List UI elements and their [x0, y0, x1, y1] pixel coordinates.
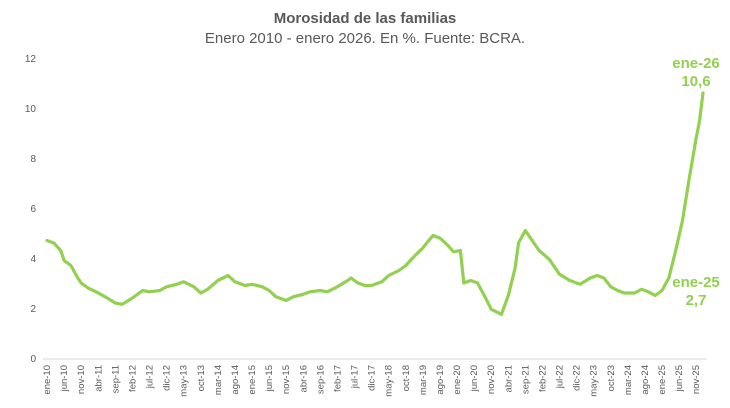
x-tick-label: nov-20	[486, 365, 497, 394]
x-tick-label: jun-25	[674, 365, 685, 392]
x-tick-label: may-13	[179, 365, 190, 397]
annotation-end-label: ene-26	[672, 55, 720, 72]
x-tick-label: dic-12	[162, 365, 173, 391]
y-tick-label: 0	[30, 354, 36, 365]
annotation-start-value: 2,7	[686, 292, 707, 309]
x-tick-label: mar-24	[623, 365, 634, 395]
y-tick-label: 4	[30, 254, 36, 265]
x-tick-label: jul-17	[350, 365, 361, 389]
annotation-start-label: ene-25	[672, 274, 720, 291]
x-axis: ene-10 jun-10 nov-10 abr-11 sep-11 feb-12 jul-…	[42, 365, 702, 397]
x-tick-label: ago-19	[435, 365, 446, 395]
x-tick-label: nov-10	[76, 365, 87, 394]
x-tick-label: ene-15	[247, 365, 258, 395]
x-tick-label: ene-10	[42, 365, 53, 395]
x-tick-label: jun-15	[264, 365, 275, 392]
y-tick-label: 6	[30, 204, 36, 215]
x-tick-label: ago-14	[230, 365, 241, 395]
y-tick-label: 10	[25, 104, 37, 115]
x-tick-label: mar-19	[418, 365, 429, 395]
x-tick-label: abr-11	[93, 365, 104, 392]
x-tick-label: jul-12	[145, 365, 156, 389]
x-tick-label: feb-17	[332, 365, 343, 392]
x-tick-label: abr-21	[503, 365, 514, 392]
x-tick-label: may-23	[589, 365, 600, 397]
y-axis: 0 2 4 6 8 10 12	[25, 54, 37, 365]
x-tick-label: may-18	[384, 365, 395, 397]
annotations: ene-26 10,6 ene-25 2,7	[672, 55, 720, 309]
x-tick-label: feb-22	[537, 365, 548, 392]
x-tick-label: abr-16	[298, 365, 309, 392]
x-tick-label: sep-11	[110, 365, 121, 393]
chart-title: Morosidad de las familias	[273, 10, 457, 27]
x-tick-label: jul-22	[555, 365, 566, 389]
series-line	[45, 91, 705, 316]
y-tick-label: 2	[30, 304, 36, 315]
x-tick-label: mar-14	[213, 365, 224, 395]
x-tick-label: ago-24	[640, 365, 651, 395]
x-tick-label: oct-13	[196, 365, 207, 391]
y-tick-label: 8	[30, 154, 36, 165]
x-tick-label: oct-18	[401, 365, 412, 391]
y-tick-label: 12	[25, 54, 37, 65]
x-tick-label: sep-21	[520, 365, 531, 394]
x-tick-label: nov-15	[281, 365, 292, 394]
x-tick-label: nov-25	[691, 365, 702, 394]
x-tick-label: dic-22	[572, 365, 583, 391]
x-tick-label: dic-17	[367, 365, 378, 391]
chart-subtitle: Enero 2010 - enero 2026. En %. Fuente: B…	[204, 30, 526, 47]
x-tick-label: jun-20	[469, 365, 480, 392]
annotation-end-value: 10,6	[681, 73, 710, 90]
x-tick-label: jun-10	[59, 365, 70, 392]
x-tick-label: ene-25	[657, 365, 668, 395]
x-tick-label: sep-16	[315, 365, 326, 394]
x-tick-label: ene-20	[452, 365, 463, 395]
x-tick-label: oct-23	[606, 365, 617, 391]
x-tick-label: feb-12	[127, 365, 138, 392]
